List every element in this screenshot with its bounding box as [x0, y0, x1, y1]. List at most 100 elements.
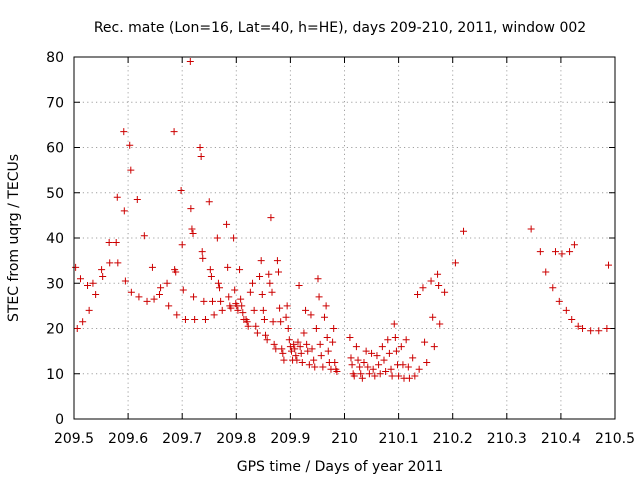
y-tick-label: 40 [46, 231, 64, 247]
data-point [140, 232, 148, 240]
data-point [210, 311, 218, 319]
data-point [549, 284, 557, 292]
data-point [348, 361, 356, 369]
data-point [76, 275, 84, 283]
data-point [551, 248, 559, 256]
data-point [435, 282, 443, 290]
data-point [415, 365, 423, 373]
data-point [209, 297, 216, 305]
data-point [112, 239, 120, 247]
data-point [72, 263, 80, 271]
y-tick-label: 20 [46, 322, 64, 338]
x-tick-label: 209.5 [54, 431, 94, 447]
data-point [191, 315, 199, 323]
data-point [429, 313, 437, 321]
data-point [319, 363, 327, 371]
data-point [120, 207, 128, 215]
data-point [587, 327, 595, 335]
data-point [414, 291, 422, 299]
data-point [272, 345, 280, 353]
data-point [231, 286, 239, 294]
data-point [316, 340, 324, 348]
data-point [347, 354, 355, 362]
y-tick-label: 60 [46, 141, 64, 157]
data-point [323, 334, 331, 342]
data-point [419, 284, 427, 292]
data-point [409, 354, 417, 362]
data-point [315, 293, 323, 301]
data-point [259, 306, 267, 314]
data-point [187, 205, 195, 213]
data-point [196, 144, 204, 151]
data-point [296, 343, 304, 351]
data-point [127, 288, 135, 296]
data-point [285, 336, 293, 344]
data-point [391, 334, 399, 342]
data-point [568, 315, 576, 323]
data-point [270, 340, 278, 348]
x-tick-label: 210.4 [541, 431, 581, 447]
data-point [402, 336, 410, 344]
y-tick-label: 80 [46, 50, 64, 66]
x-tick-label: 210 [331, 431, 358, 447]
data-point [198, 248, 206, 256]
data-point [143, 297, 151, 305]
data-point [280, 356, 288, 364]
data-point [384, 336, 392, 344]
data-point [303, 340, 311, 348]
data-point [411, 372, 419, 380]
data-point [283, 302, 291, 310]
data-point [312, 325, 320, 332]
data-point [276, 304, 284, 312]
data-point [188, 225, 196, 233]
data-point [279, 349, 287, 357]
data-point [201, 315, 209, 323]
data-point [421, 338, 429, 346]
data-point [181, 315, 189, 323]
data-point [114, 259, 122, 267]
data-point [223, 220, 231, 228]
plot-frame [73, 56, 616, 420]
data-point [230, 234, 238, 242]
data-point [173, 311, 181, 319]
data-point [399, 361, 407, 369]
data-point [595, 327, 603, 335]
data-point [256, 272, 264, 280]
data-point [352, 343, 360, 351]
data-point [89, 279, 97, 287]
data-point [275, 268, 282, 276]
x-tick-label: 210.5 [595, 431, 635, 447]
data-point [390, 320, 398, 328]
data-point [536, 248, 544, 256]
data-point [397, 343, 405, 351]
data-point [266, 279, 274, 287]
data-point [310, 356, 318, 364]
data-point [570, 241, 578, 249]
data-point [290, 340, 298, 348]
data-point [434, 270, 442, 278]
data-point [79, 318, 87, 326]
data-point [253, 329, 261, 337]
data-point [388, 372, 396, 380]
data-point [324, 347, 332, 355]
data-point [243, 318, 251, 326]
data-point [163, 279, 171, 287]
data-point [605, 261, 613, 269]
data-point [392, 347, 400, 355]
data-point [395, 372, 403, 380]
data-point [237, 295, 245, 303]
data-point [371, 372, 379, 380]
data-point [357, 370, 365, 378]
data-point [360, 358, 368, 366]
data-point [284, 325, 292, 332]
data-point [322, 302, 330, 310]
data-point [172, 268, 180, 276]
data-point [291, 345, 299, 353]
data-point [373, 352, 381, 360]
data-point [382, 367, 390, 375]
data-point [358, 374, 366, 382]
data-point [155, 291, 163, 299]
x-tick-label: 210.1 [379, 431, 419, 447]
data-point [331, 358, 339, 366]
data-point [405, 374, 413, 382]
